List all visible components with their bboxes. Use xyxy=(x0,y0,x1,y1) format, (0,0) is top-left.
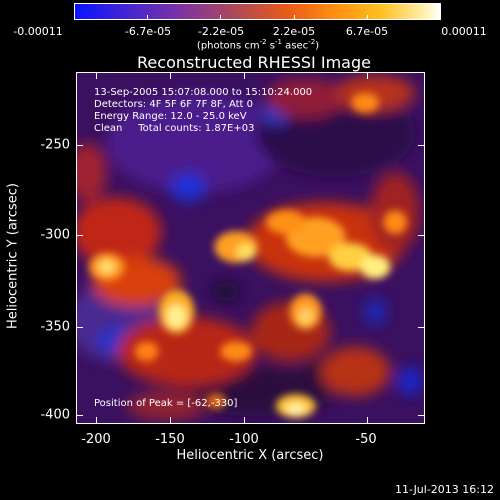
y-tick-label: -300 xyxy=(40,227,70,243)
colorbar xyxy=(74,3,441,20)
colorbar-label: -6.7e-05 xyxy=(124,25,172,38)
image-title: Reconstructed RHESSI Image xyxy=(137,53,371,72)
colorbar-tick xyxy=(147,15,148,20)
x-tick xyxy=(244,417,245,423)
x-tick xyxy=(367,417,368,423)
colorbar-tick xyxy=(294,15,295,20)
x-tick xyxy=(96,417,97,423)
clean-total-counts: Clean Total counts: 1.87E+03 xyxy=(94,123,255,134)
x-tick xyxy=(244,73,245,79)
colorbar-tick xyxy=(367,15,368,20)
rhessi-image-plot[interactable]: 13-Sep-2005 15:07:08.000 to 15:10:24.000… xyxy=(76,72,425,424)
x-tick xyxy=(96,73,97,79)
x-tick xyxy=(170,417,171,423)
x-tick xyxy=(170,73,171,79)
x-tick-label: -100 xyxy=(229,432,259,447)
colorbar-tick xyxy=(440,15,441,20)
intensity-map xyxy=(77,73,424,423)
y-axis-label: Heliocentric Y (arcsec) xyxy=(5,183,21,329)
y-tick-label: -400 xyxy=(40,407,70,423)
y-tick-label: -250 xyxy=(40,137,70,153)
x-tick-label: -200 xyxy=(81,432,111,447)
y-tick xyxy=(77,327,83,328)
observation-time: 13-Sep-2005 15:07:08.000 to 15:10:24.000 xyxy=(94,87,313,98)
detectors-info: Detectors: 4F 5F 6F 7F 8F, Att 0 xyxy=(94,99,254,110)
colorbar-units: (photons cm-2 s-1 asec-2) xyxy=(196,38,320,52)
x-tick xyxy=(367,73,368,79)
y-tick-label: -350 xyxy=(40,319,70,335)
colorbar-tick xyxy=(220,15,221,20)
colorbar-label: 0.00011 xyxy=(441,25,487,38)
colorbar-label: 2.2e-05 xyxy=(272,25,316,38)
colorbar-label: -2.2e-05 xyxy=(197,25,245,38)
y-tick xyxy=(418,145,424,146)
colorbar-label: -0.00011 xyxy=(13,25,63,38)
peak-position: Position of Peak = [-62,-330] xyxy=(94,398,238,409)
energy-range: Energy Range: 12.0 - 25.0 keV xyxy=(94,111,247,122)
y-tick xyxy=(77,415,83,416)
y-tick xyxy=(418,415,424,416)
y-tick xyxy=(77,145,83,146)
x-axis-label: Heliocentric X (arcsec) xyxy=(176,448,324,463)
y-tick xyxy=(418,235,424,236)
colorbar-tick xyxy=(74,15,75,20)
y-tick xyxy=(418,327,424,328)
render-datestamp: 11-Jul-2013 16:12 xyxy=(394,483,494,496)
x-tick-label: -150 xyxy=(155,432,185,447)
colorbar-label: 6.7e-05 xyxy=(345,25,389,38)
y-tick xyxy=(77,235,83,236)
x-tick-label: -50 xyxy=(355,432,377,447)
